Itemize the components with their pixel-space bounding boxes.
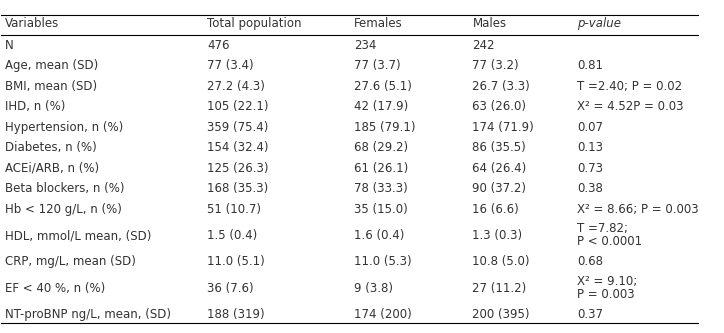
Text: 185 (79.1): 185 (79.1)	[354, 121, 416, 134]
Text: 154 (32.4): 154 (32.4)	[207, 141, 269, 154]
Text: Variables: Variables	[5, 17, 59, 30]
Text: 174 (71.9): 174 (71.9)	[472, 121, 534, 134]
Text: 125 (26.3): 125 (26.3)	[207, 162, 269, 174]
Text: 0.73: 0.73	[577, 162, 603, 174]
Text: Hb < 120 g/L, n (%): Hb < 120 g/L, n (%)	[5, 202, 122, 215]
Text: T =2.40; P = 0.02: T =2.40; P = 0.02	[577, 80, 682, 93]
Text: 27.6 (5.1): 27.6 (5.1)	[354, 80, 412, 93]
Text: Beta blockers, n (%): Beta blockers, n (%)	[5, 182, 125, 195]
Text: 359 (75.4): 359 (75.4)	[207, 121, 269, 134]
Text: BMI, mean (SD): BMI, mean (SD)	[5, 80, 97, 93]
Text: p-value: p-value	[577, 17, 621, 30]
Text: 27.2 (4.3): 27.2 (4.3)	[207, 80, 265, 93]
Text: 0.68: 0.68	[577, 255, 603, 268]
Text: 77 (3.7): 77 (3.7)	[354, 59, 400, 72]
Text: T =7.82;: T =7.82;	[577, 222, 628, 235]
Text: X² = 8.66; P = 0.003: X² = 8.66; P = 0.003	[577, 202, 699, 215]
Text: N: N	[5, 39, 14, 52]
Text: 77 (3.2): 77 (3.2)	[472, 59, 519, 72]
Text: 11.0 (5.3): 11.0 (5.3)	[354, 255, 411, 268]
Text: 36 (7.6): 36 (7.6)	[207, 282, 254, 295]
Text: P < 0.0001: P < 0.0001	[577, 235, 642, 248]
Text: 86 (35.5): 86 (35.5)	[472, 141, 526, 154]
Text: 234: 234	[354, 39, 376, 52]
Text: Hypertension, n (%): Hypertension, n (%)	[5, 121, 123, 134]
Text: 168 (35.3): 168 (35.3)	[207, 182, 269, 195]
Text: 174 (200): 174 (200)	[354, 308, 411, 321]
Text: 200 (395): 200 (395)	[472, 308, 530, 321]
Text: 0.38: 0.38	[577, 182, 603, 195]
Text: Total population: Total population	[207, 17, 302, 30]
Text: 242: 242	[472, 39, 495, 52]
Text: 1.5 (0.4): 1.5 (0.4)	[207, 229, 258, 242]
Text: 476: 476	[207, 39, 230, 52]
Text: 0.07: 0.07	[577, 121, 603, 134]
Text: Age, mean (SD): Age, mean (SD)	[5, 59, 98, 72]
Text: 68 (29.2): 68 (29.2)	[354, 141, 408, 154]
Text: IHD, n (%): IHD, n (%)	[5, 100, 65, 113]
Text: 78 (33.3): 78 (33.3)	[354, 182, 408, 195]
Text: 10.8 (5.0): 10.8 (5.0)	[472, 255, 530, 268]
Text: 27 (11.2): 27 (11.2)	[472, 282, 526, 295]
Text: ACEi/ARB, n (%): ACEi/ARB, n (%)	[5, 162, 99, 174]
Text: NT-proBNP ng/L, mean, (SD): NT-proBNP ng/L, mean, (SD)	[5, 308, 171, 321]
Text: Diabetes, n (%): Diabetes, n (%)	[5, 141, 96, 154]
Text: 1.6 (0.4): 1.6 (0.4)	[354, 229, 404, 242]
Text: CRP, mg/L, mean (SD): CRP, mg/L, mean (SD)	[5, 255, 136, 268]
Text: EF < 40 %, n (%): EF < 40 %, n (%)	[5, 282, 105, 295]
Text: 11.0 (5.1): 11.0 (5.1)	[207, 255, 265, 268]
Text: 64 (26.4): 64 (26.4)	[472, 162, 526, 174]
Text: 1.3 (0.3): 1.3 (0.3)	[472, 229, 523, 242]
Text: 0.13: 0.13	[577, 141, 603, 154]
Text: 0.37: 0.37	[577, 308, 603, 321]
Text: 9 (3.8): 9 (3.8)	[354, 282, 393, 295]
Text: 105 (22.1): 105 (22.1)	[207, 100, 269, 113]
Text: 26.7 (3.3): 26.7 (3.3)	[472, 80, 530, 93]
Text: P = 0.003: P = 0.003	[577, 288, 635, 301]
Text: 51 (10.7): 51 (10.7)	[207, 202, 261, 215]
Text: Males: Males	[472, 17, 507, 30]
Text: Females: Females	[354, 17, 403, 30]
Text: HDL, mmol/L mean, (SD): HDL, mmol/L mean, (SD)	[5, 229, 151, 242]
Text: 188 (319): 188 (319)	[207, 308, 265, 321]
Text: 61 (26.1): 61 (26.1)	[354, 162, 408, 174]
Text: 63 (26.0): 63 (26.0)	[472, 100, 526, 113]
Text: 77 (3.4): 77 (3.4)	[207, 59, 254, 72]
Text: 16 (6.6): 16 (6.6)	[472, 202, 519, 215]
Text: 90 (37.2): 90 (37.2)	[472, 182, 526, 195]
Text: 0.81: 0.81	[577, 59, 603, 72]
Text: X² = 4.52P = 0.03: X² = 4.52P = 0.03	[577, 100, 683, 113]
Text: 42 (17.9): 42 (17.9)	[354, 100, 408, 113]
Text: 35 (15.0): 35 (15.0)	[354, 202, 408, 215]
Text: X² = 9.10;: X² = 9.10;	[577, 275, 637, 288]
